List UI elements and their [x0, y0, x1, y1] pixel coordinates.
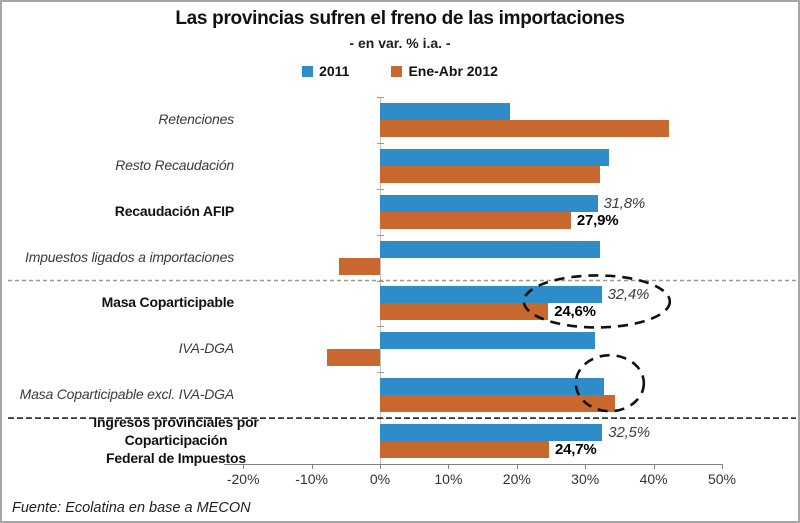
- category-axis-tick: [377, 280, 384, 282]
- x-axis-tick-label-2: 0%: [369, 471, 391, 487]
- bar-2011-6: [380, 378, 604, 396]
- chart-title: Las provincias sufren el freno de las im…: [175, 8, 625, 29]
- category-label-7: Ingresos provinciales por Coparticipació…: [93, 414, 259, 467]
- legend-item-2011: 2011: [302, 63, 349, 79]
- value-label-2011-4: 32,4%: [607, 286, 650, 304]
- category-label-3: Impuestos ligados a importaciones: [25, 248, 234, 265]
- bar-ene-abr-2012-3: [338, 257, 380, 275]
- chart-subtitle: - en var. % i.a. -: [349, 35, 451, 51]
- x-axis-tick: [653, 464, 655, 469]
- legend-swatch-2011-icon: [302, 65, 314, 77]
- category-label-5: IVA-DGA: [178, 340, 235, 357]
- bar-ene-abr-2012-5: [327, 349, 380, 367]
- bar-ene-abr-2012-0: [380, 119, 670, 137]
- bar-2011-3: [380, 240, 601, 258]
- category-axis-tick: [377, 97, 384, 98]
- bar-ene-abr-2012-6: [380, 395, 615, 413]
- source-note: Fuente: Ecolatina en base a MECON: [12, 500, 251, 516]
- value-label-2011-2: 31,8%: [603, 194, 646, 212]
- category-label-4: Masa Coparticipable: [101, 294, 235, 311]
- value-label-ene-abr-2012-7: 24,7%: [554, 441, 597, 459]
- x-axis-tick-label-4: 20%: [502, 471, 531, 487]
- x-axis-tick-label-6: 40%: [639, 471, 668, 487]
- bar-2011-5: [380, 332, 596, 350]
- x-axis-tick: [585, 464, 587, 469]
- category-axis-tick: [377, 418, 384, 420]
- x-axis-tick: [516, 464, 518, 469]
- legend-label-2011: 2011: [319, 63, 350, 79]
- x-axis-tick-label-3: 10%: [434, 471, 463, 487]
- bar-ene-abr-2012-1: [380, 165, 601, 183]
- bar-ene-abr-2012-4: [380, 303, 549, 321]
- category-axis-tick: [377, 372, 384, 374]
- x-axis-line: [224, 464, 722, 465]
- x-axis-tick-label-7: 50%: [707, 471, 737, 487]
- category-label-1: Resto Recaudación: [115, 156, 234, 173]
- value-label-ene-abr-2012-2: 27,9%: [576, 211, 619, 229]
- category-axis-tick: [377, 188, 384, 190]
- category-axis-tick: [377, 234, 384, 236]
- x-axis-tick-label-0: -20%: [226, 471, 260, 487]
- x-axis-tick: [722, 464, 723, 469]
- x-axis-tick: [311, 464, 313, 469]
- category-axis-tick: [377, 326, 384, 328]
- value-label-ene-abr-2012-4: 24,6%: [554, 303, 596, 321]
- x-axis-tick-label-1: -10%: [295, 471, 328, 487]
- category-label-0: Retenciones: [158, 110, 234, 127]
- legend-item-ene-abr-2012: Ene-Abr 2012: [391, 63, 498, 79]
- bar-ene-abr-2012-7: [380, 441, 549, 459]
- x-axis-tick: [380, 464, 381, 469]
- x-axis-tick: [243, 464, 245, 469]
- bar-2011-4: [380, 286, 602, 304]
- bar-ene-abr-2012-2: [380, 211, 571, 229]
- category-label-2: Recaudación AFIP: [114, 202, 234, 219]
- bar-2011-2: [380, 194, 598, 212]
- bar-2011-7: [380, 424, 603, 442]
- bar-2011-0: [380, 102, 510, 120]
- legend-swatch-ene-abr-2012-icon: [391, 65, 403, 77]
- category-label-6: Masa Coparticipable excl. IVA-DGA: [19, 386, 235, 403]
- x-axis-tick: [448, 464, 450, 469]
- value-label-2011-7: 32,5%: [608, 424, 650, 442]
- bar-2011-1: [380, 148, 610, 166]
- legend: 2011 Ene-Abr 2012: [2, 63, 798, 79]
- legend-label-ene-abr-2012: Ene-Abr 2012: [408, 63, 498, 79]
- category-axis-tick: [377, 142, 384, 144]
- x-axis-tick-label-5: 30%: [571, 471, 600, 487]
